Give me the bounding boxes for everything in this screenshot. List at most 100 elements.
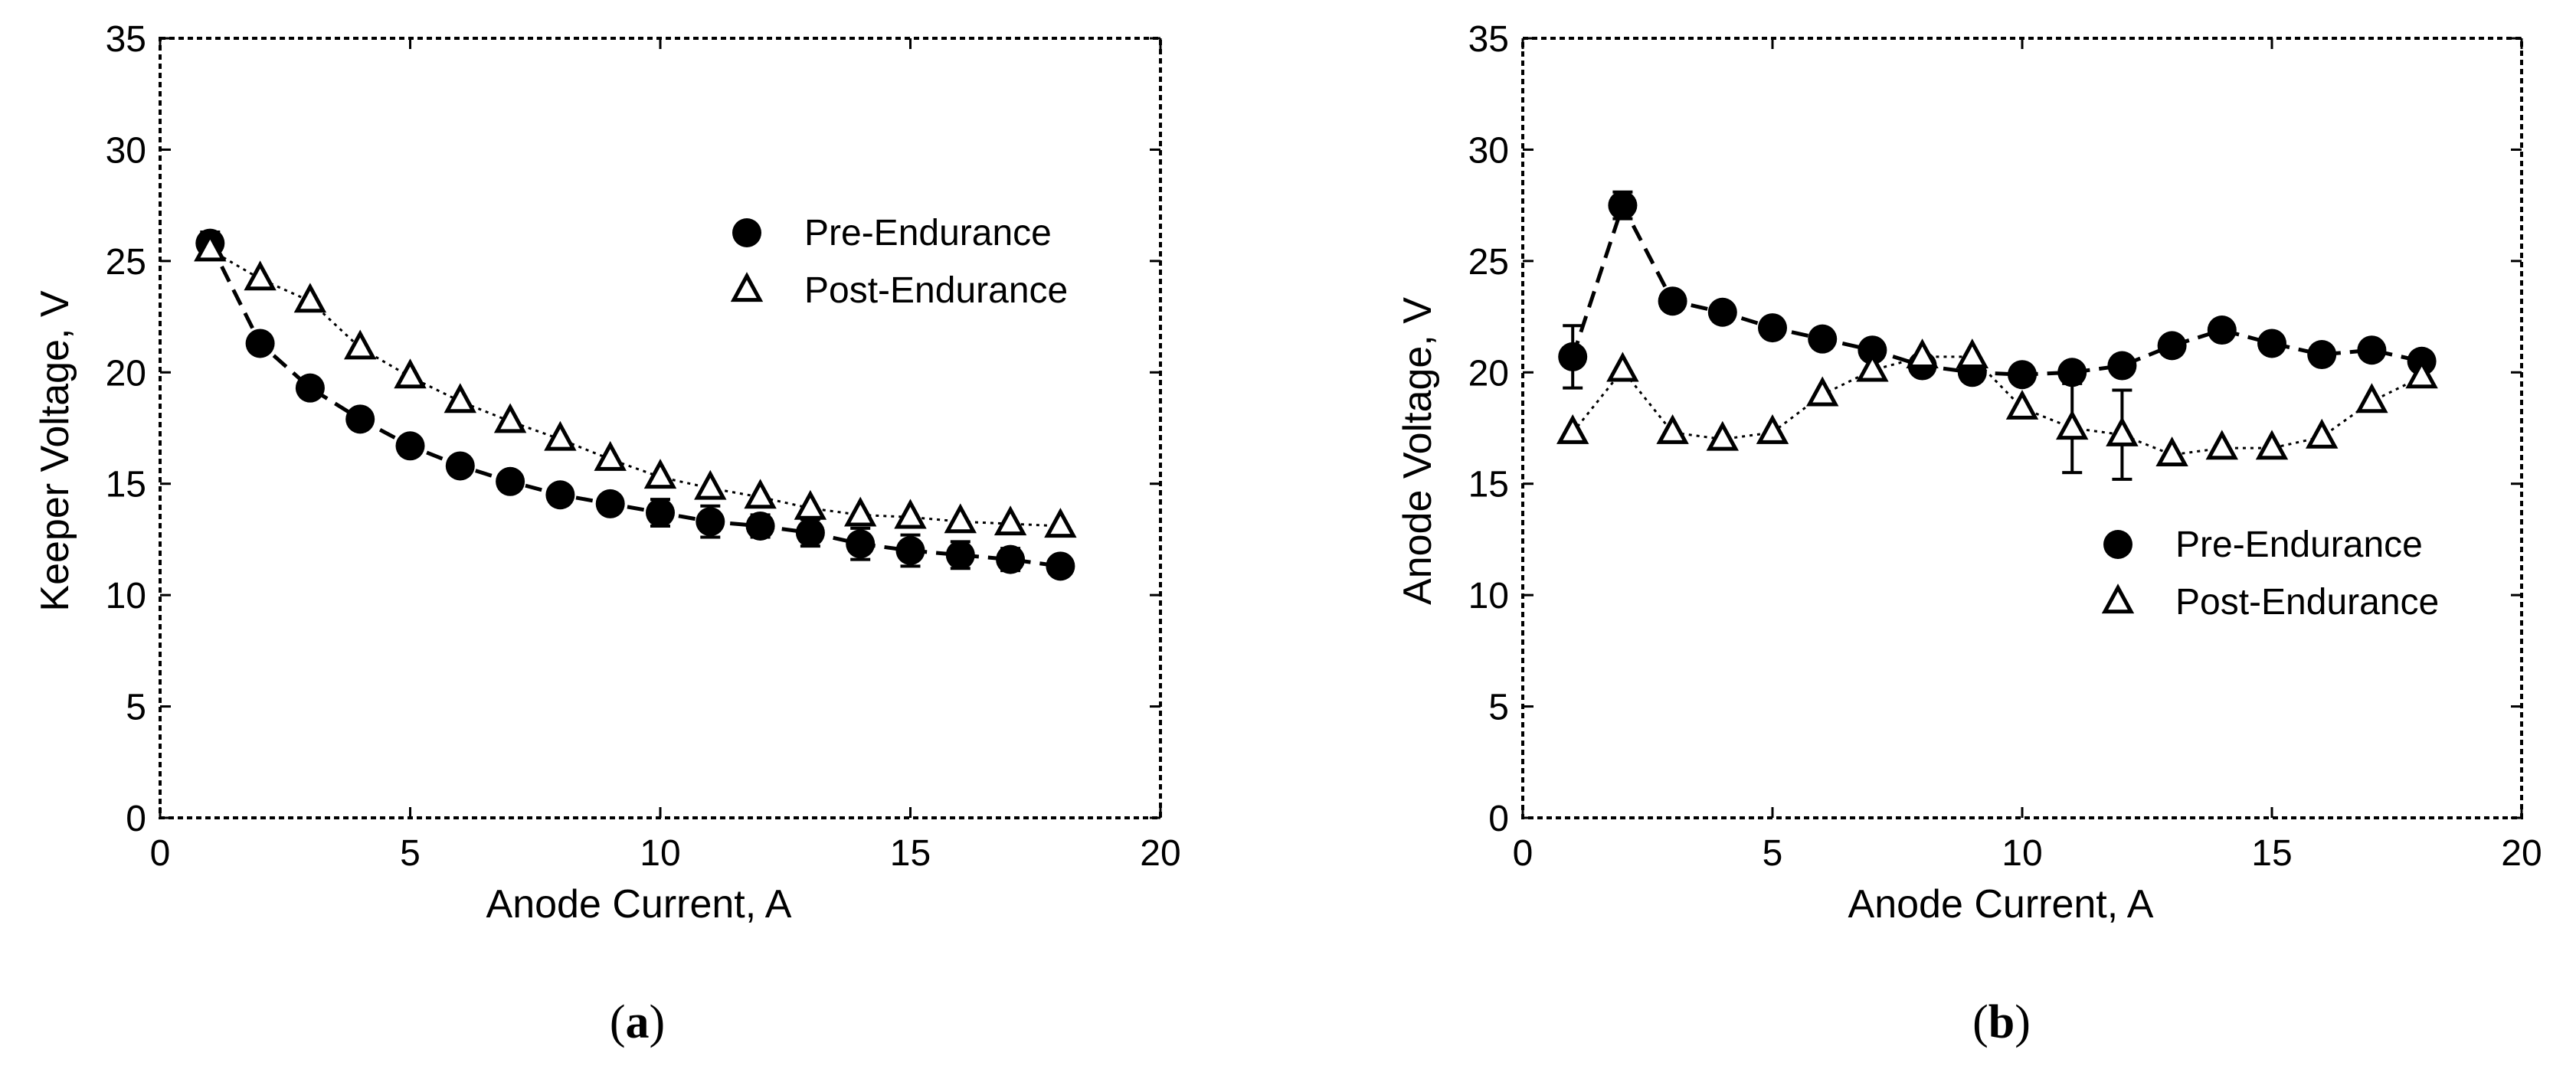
data-point-pre: [395, 431, 425, 461]
data-point-pre: [2207, 315, 2237, 345]
panel-a: 0 5 10 15 20 0 5 10 15 20 25 30 35 Anode Current, A Ke…: [33, 19, 1181, 1048]
data-point-post: [594, 440, 627, 471]
y-tick-label: 10: [106, 576, 146, 616]
data-point-pre: [595, 489, 625, 518]
x-tick-label: 10: [2002, 833, 2042, 874]
legend-marker-pre: [2103, 530, 2132, 559]
data-point-pre: [846, 529, 876, 559]
data-point-post: [2005, 389, 2039, 420]
data-point-pre: [1658, 286, 1687, 316]
y-axis-title: Keeper Voltage, V: [33, 290, 77, 612]
x-axis-title: Anode Current, A: [1848, 882, 2154, 927]
plot-frame: [159, 37, 1162, 819]
data-point-pre: [895, 535, 925, 565]
data-point-pre: [545, 480, 575, 510]
data-point-post: [194, 231, 227, 262]
data-point-post: [2405, 358, 2438, 389]
data-point-post: [843, 496, 877, 527]
data-point-post: [694, 469, 727, 500]
data-point-pre: [2357, 335, 2387, 365]
data-point-post: [1656, 414, 1689, 444]
legend-label: Pre-Endurance: [804, 213, 1052, 253]
legend-label: Post-Endurance: [804, 270, 1068, 311]
data-point-pre: [445, 451, 475, 481]
data-point-pre: [345, 404, 375, 434]
data-point-pre: [1558, 342, 1588, 371]
data-point-post: [993, 505, 1027, 536]
data-point-pre: [2008, 360, 2037, 390]
legend-label: Pre-Endurance: [2175, 525, 2423, 565]
x-tick-label: 15: [2251, 833, 2292, 874]
x-tick-label: 15: [890, 833, 931, 874]
y-tick-label: 10: [1468, 576, 1509, 616]
data-point-post: [244, 260, 277, 291]
data-point-pre: [1707, 297, 1737, 327]
series-line-post-endurance: [1572, 355, 2423, 456]
panel-label: (b): [1972, 996, 2031, 1048]
y-tick-label: 35: [106, 19, 146, 60]
panel-label: (a): [610, 996, 665, 1048]
data-point-post: [2355, 383, 2388, 414]
data-point-pre: [646, 498, 675, 528]
data-point-post: [1044, 508, 1077, 538]
x-tick-label: 10: [640, 833, 680, 874]
y-tick-label: 30: [1468, 130, 1509, 171]
x-tick-label: 5: [1763, 833, 1783, 874]
panel-b: 0 5 10 15 20 0 5 10 15 20 25 30 35 Anode Current, A An…: [1396, 19, 2542, 1048]
data-point-post: [2155, 436, 2188, 467]
data-point-pre: [996, 544, 1026, 574]
x-tick-label: 20: [2501, 833, 2542, 874]
data-point-pre: [2307, 340, 2337, 370]
data-point-post: [293, 283, 327, 313]
data-point-post: [343, 329, 377, 360]
data-point-pre: [1608, 191, 1638, 221]
x-tick-label: 0: [1513, 833, 1533, 874]
data-point-post: [394, 358, 427, 389]
y-tick-label: 15: [106, 465, 146, 505]
x-tick-label: 0: [150, 833, 171, 874]
x-axis-title: Anode Current, A: [486, 882, 792, 927]
data-point-post: [944, 503, 977, 534]
data-point-pre: [1858, 335, 1887, 365]
data-point-pre: [1046, 551, 1075, 581]
y-tick-label: 5: [1488, 688, 1509, 728]
y-axis-title: Anode Voltage, V: [1396, 297, 1440, 605]
data-point-post: [1606, 351, 1639, 382]
data-point-post: [1706, 420, 1740, 451]
y-tick-label: 20: [1468, 353, 1509, 394]
y-tick-label: 35: [1468, 19, 1509, 60]
y-tick-label: 5: [126, 688, 146, 728]
data-point-post: [544, 420, 577, 451]
data-point-pre: [295, 373, 325, 403]
data-point-post: [2205, 430, 2239, 460]
data-point-post: [1856, 351, 1889, 382]
data-point-post: [1956, 338, 1989, 369]
data-point-post: [894, 499, 927, 529]
y-tick-label: 25: [1468, 242, 1509, 283]
data-point-pre: [1758, 313, 1787, 343]
data-point-pre: [496, 466, 525, 496]
legend-label: Post-Endurance: [2175, 582, 2439, 623]
data-point-pre: [795, 518, 825, 548]
data-point-post: [643, 459, 677, 489]
data-point-post: [493, 403, 527, 433]
y-tick-label: 20: [106, 353, 146, 394]
y-tick-label: 0: [126, 799, 146, 839]
legend-marker-post: [730, 272, 764, 302]
data-point-post: [1805, 376, 1839, 407]
data-point-post: [1906, 338, 1939, 369]
x-tick-label: 5: [400, 833, 421, 874]
data-point-post: [744, 479, 777, 509]
data-point-post: [1556, 414, 1589, 444]
data-point-pre: [696, 507, 725, 537]
legend-marker-pre: [732, 218, 761, 247]
data-point-pre: [945, 540, 975, 570]
data-point-pre: [1808, 324, 1838, 354]
y-tick-label: 0: [1488, 799, 1509, 839]
data-point-post: [444, 383, 477, 414]
data-point-post: [1756, 414, 1789, 444]
x-tick-label: 20: [1140, 833, 1180, 874]
data-point-post: [2055, 410, 2089, 440]
data-point-pre: [2157, 331, 2187, 361]
